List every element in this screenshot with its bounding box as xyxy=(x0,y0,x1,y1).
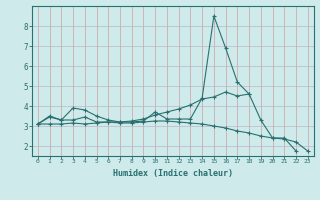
X-axis label: Humidex (Indice chaleur): Humidex (Indice chaleur) xyxy=(113,169,233,178)
